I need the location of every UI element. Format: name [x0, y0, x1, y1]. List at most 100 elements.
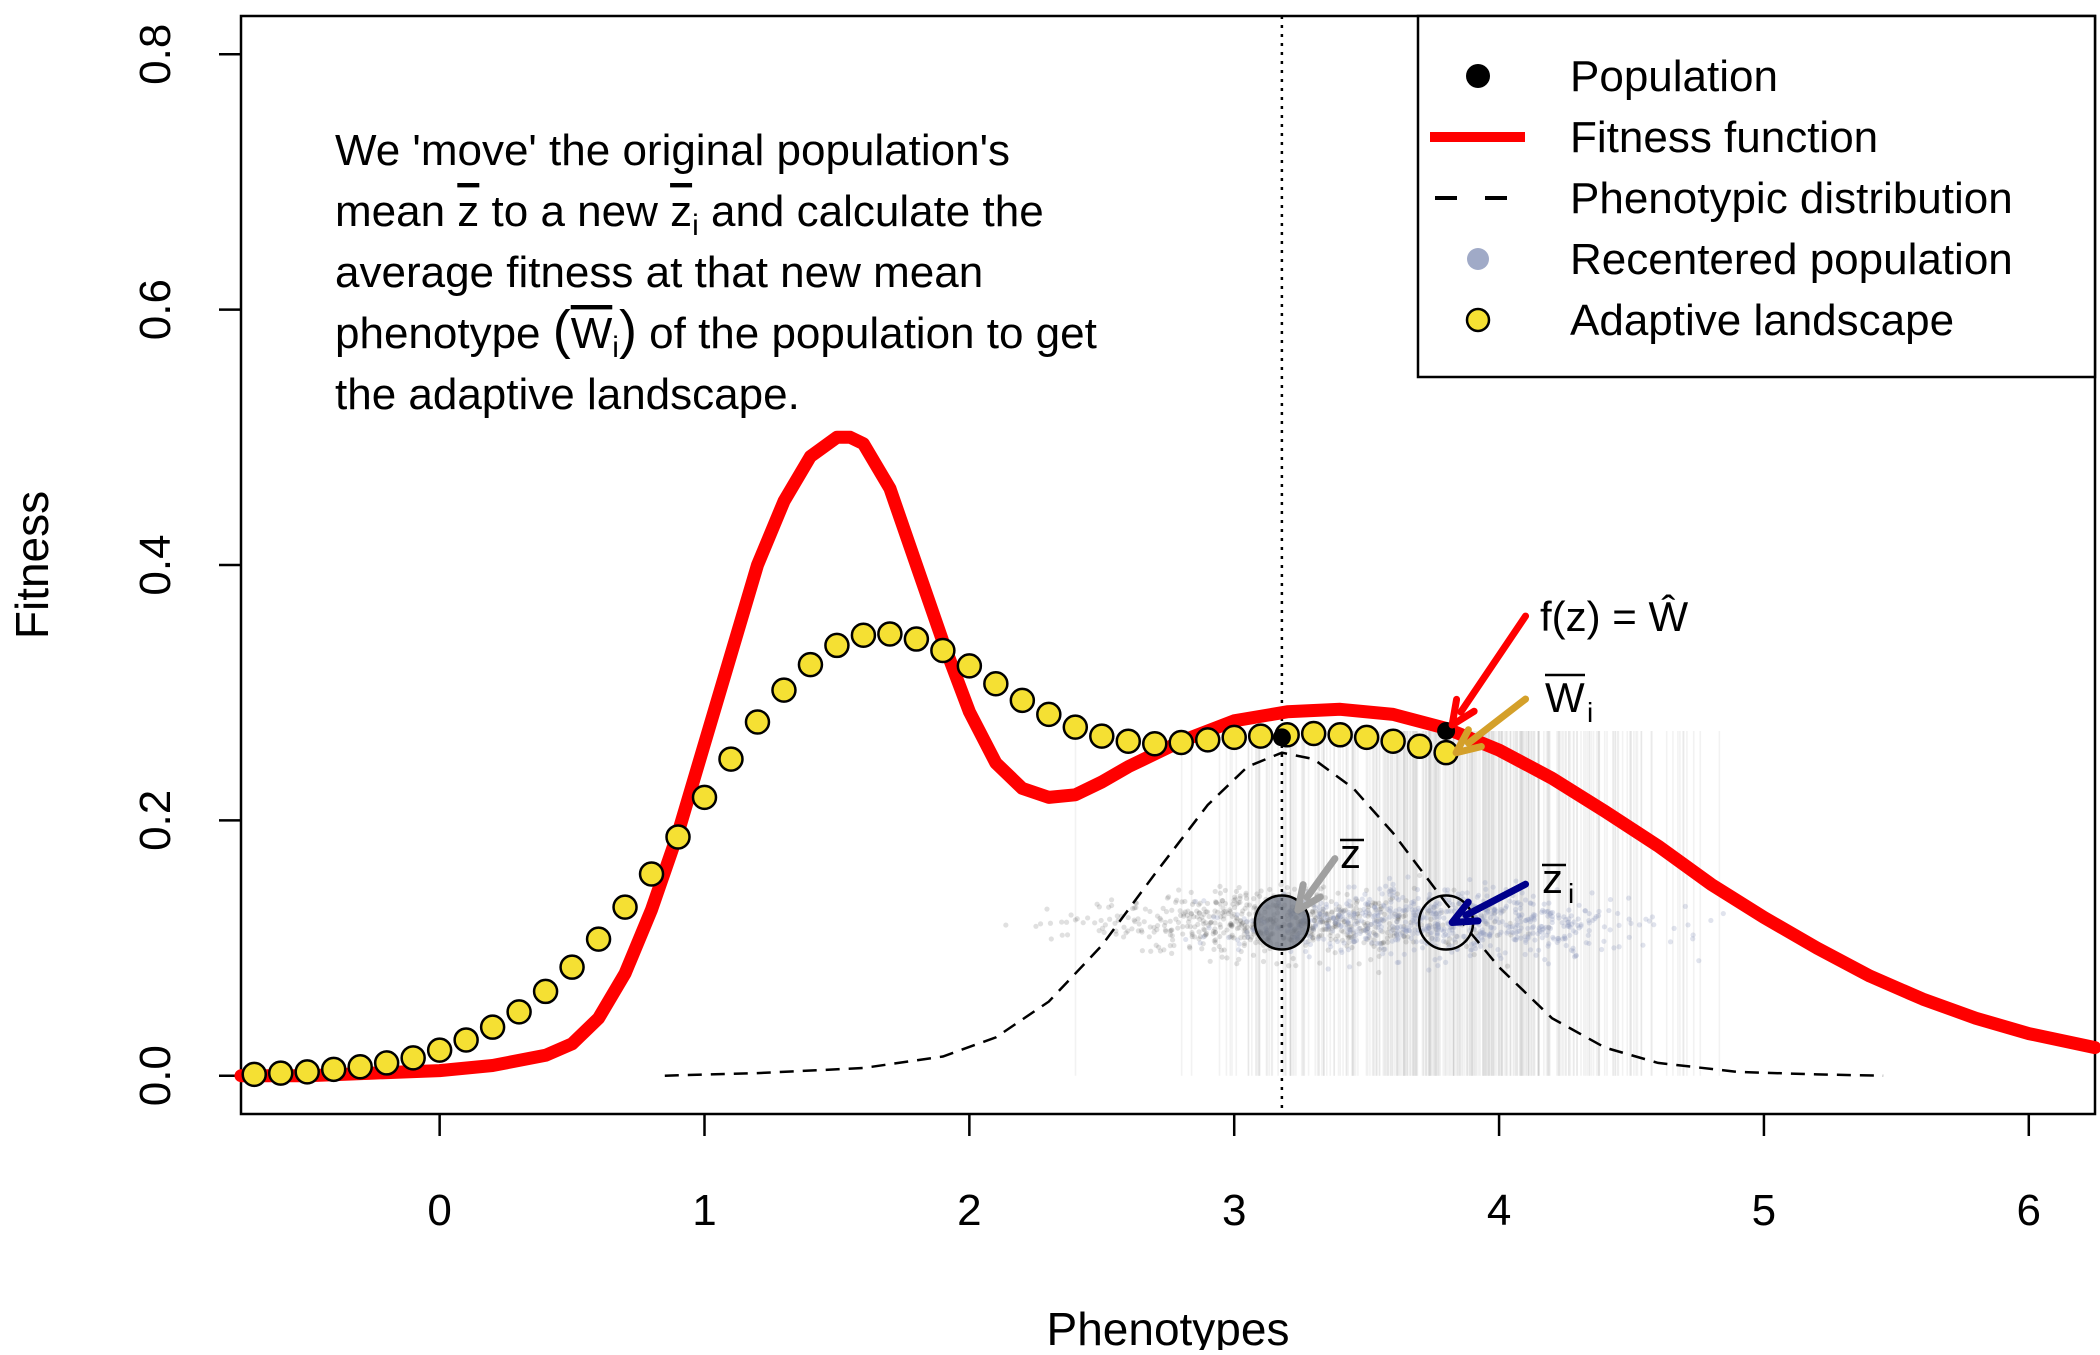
population-point	[1364, 902, 1371, 908]
recentered-point	[1472, 942, 1478, 948]
population-point	[1189, 934, 1195, 940]
population-point	[1239, 911, 1245, 917]
population-point	[1396, 914, 1402, 920]
recentered-point	[1315, 936, 1322, 942]
recentered-point	[1411, 919, 1417, 926]
population-point	[1167, 932, 1173, 938]
recentered-point	[1383, 883, 1389, 889]
population-point	[1221, 909, 1227, 915]
adaptive-landscape-point	[612, 894, 638, 920]
x-tick-label: 1	[692, 1186, 716, 1235]
population-point	[1347, 928, 1353, 934]
recentered-point	[1570, 928, 1577, 934]
population-point	[1191, 899, 1197, 905]
population-point	[1180, 931, 1186, 937]
population-point	[1201, 911, 1207, 917]
recentered-point	[1555, 912, 1562, 918]
population-point	[1262, 948, 1268, 954]
population-point	[1231, 935, 1237, 941]
recentered-point	[1539, 927, 1546, 933]
recentered-point	[1528, 916, 1534, 922]
population-point	[1343, 921, 1349, 927]
recentered-point	[1530, 924, 1536, 930]
population-point	[1335, 912, 1342, 918]
population-point	[1324, 920, 1330, 926]
population-point	[1220, 905, 1226, 911]
population-point	[1323, 920, 1330, 926]
population-point	[1222, 900, 1229, 907]
recentered-point	[1499, 918, 1505, 925]
population-point	[1217, 901, 1223, 907]
population-point	[1331, 915, 1337, 921]
population-point	[1365, 913, 1371, 919]
population-point	[1178, 912, 1184, 918]
recentered-point	[1567, 924, 1573, 930]
recentered-point	[1530, 930, 1536, 936]
recentered-point	[1556, 915, 1562, 921]
population-point	[1048, 936, 1054, 942]
recentered-point	[1480, 930, 1486, 936]
population-point	[1217, 933, 1223, 940]
population-point	[1380, 918, 1387, 924]
x-tick-label: 4	[1487, 1186, 1511, 1235]
population-point	[1194, 914, 1200, 920]
recentered-point	[1576, 902, 1582, 908]
population-point	[1500, 908, 1506, 914]
population-point	[1184, 923, 1190, 929]
population-point	[1113, 931, 1119, 937]
recentered-point	[1565, 919, 1572, 925]
recentered-point	[1515, 899, 1521, 905]
recentered-point	[1396, 906, 1402, 912]
population-point	[1396, 912, 1402, 918]
population-point	[1311, 917, 1318, 924]
recentered-point	[1517, 914, 1524, 921]
adaptive-landscape-point	[373, 1050, 400, 1076]
recentered-point	[1451, 908, 1457, 914]
note-text-block: We 'move' the original population's mean …	[335, 126, 1097, 419]
population-point	[1377, 906, 1383, 912]
recentered-point	[1214, 915, 1220, 921]
y-tick-label: 0.6	[131, 279, 180, 340]
recentered-point	[1330, 915, 1337, 922]
recentered-point	[1690, 932, 1696, 938]
recentered-point	[1502, 905, 1509, 911]
recentered-point	[1419, 945, 1426, 951]
recentered-point	[1565, 919, 1571, 925]
recentered-point	[1525, 925, 1531, 932]
population-point	[1130, 905, 1136, 912]
note-line: mean z to a new zi and calculate the	[335, 187, 1044, 242]
recentered-point	[1357, 930, 1363, 937]
population-point	[1206, 913, 1212, 920]
population-point	[1392, 911, 1398, 917]
recentered-point	[1427, 891, 1433, 897]
population-point	[1221, 930, 1227, 936]
recentered-point	[1504, 930, 1510, 936]
recentered-point	[1451, 924, 1457, 931]
population-point	[1319, 918, 1326, 924]
note-part: and calculate the	[699, 187, 1044, 236]
recentered-point	[1371, 904, 1378, 910]
recentered-point	[1436, 914, 1442, 920]
population-point	[1446, 942, 1452, 948]
population-point	[1219, 910, 1226, 916]
population-point	[1372, 931, 1378, 937]
population-point	[1072, 917, 1078, 923]
population-point	[1435, 922, 1441, 928]
population-point	[1354, 918, 1360, 925]
population-point	[1074, 916, 1080, 922]
population-point	[1139, 929, 1145, 935]
recentered-point	[1720, 910, 1726, 917]
adaptive-landscape-point	[1406, 733, 1433, 760]
recentered-point	[1512, 925, 1519, 931]
population-point	[1201, 926, 1207, 932]
recentered-point	[1312, 905, 1318, 911]
population-point	[1227, 934, 1233, 940]
population-point	[1238, 922, 1245, 928]
recentered-point	[1519, 912, 1525, 918]
recentered-point	[1539, 929, 1545, 936]
recentered-point	[1472, 945, 1479, 952]
population-point	[1345, 920, 1352, 926]
population-point	[1432, 923, 1438, 929]
recentered-point	[1435, 924, 1441, 930]
